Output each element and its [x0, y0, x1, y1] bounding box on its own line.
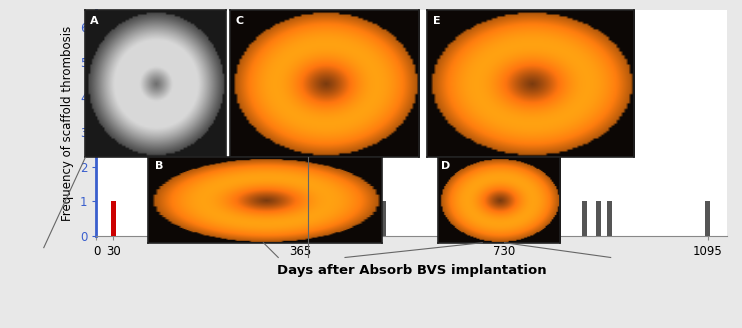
Bar: [111, 201, 116, 236]
Bar: [381, 201, 387, 236]
Bar: [338, 201, 344, 236]
Bar: [597, 201, 601, 236]
Bar: [372, 201, 377, 236]
Text: E: E: [433, 16, 441, 26]
Bar: [292, 201, 297, 236]
Bar: [582, 201, 588, 236]
Text: B: B: [155, 161, 164, 171]
Text: C: C: [236, 16, 244, 26]
Y-axis label: Frequency of scaffold thrombosis: Frequency of scaffold thrombosis: [62, 25, 74, 221]
Bar: [705, 201, 710, 236]
Bar: [310, 201, 315, 236]
Text: D: D: [441, 161, 450, 171]
Text: A: A: [90, 16, 98, 26]
Bar: [329, 201, 333, 236]
X-axis label: Days after Absorb BVS implantation: Days after Absorb BVS implantation: [277, 264, 547, 277]
Bar: [608, 201, 612, 236]
Bar: [320, 201, 325, 236]
